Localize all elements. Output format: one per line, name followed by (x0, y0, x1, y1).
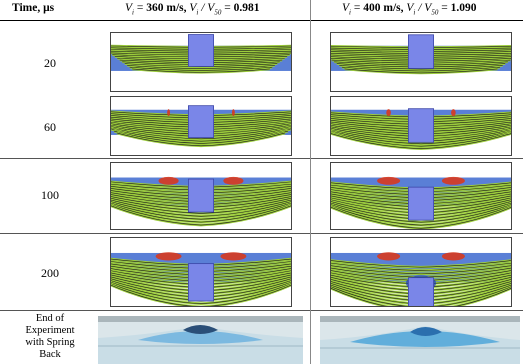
column-divider (310, 0, 311, 364)
time-label-200: 200 (41, 266, 59, 280)
column-header-360: Vi = 360 m/s, Vi / V50 = 0.981 (125, 2, 260, 17)
column-header-400: Vi = 400 m/s, Vi / V50 = 1.090 (342, 2, 477, 17)
photo-400-spring-back (320, 316, 520, 364)
time-label-60: 60 (44, 120, 56, 134)
photo-360-spring-back (98, 316, 303, 364)
sim-360-t60 (110, 96, 292, 156)
header-rule (0, 20, 523, 21)
sim-360-t200 (110, 237, 292, 307)
row-rule-2 (0, 233, 523, 234)
sim-400-t100 (330, 162, 512, 230)
row-rule-1 (0, 158, 523, 159)
sim-400-t20 (330, 32, 512, 92)
time-label-20: 20 (44, 56, 56, 70)
sim-360-t20 (110, 32, 292, 92)
row-rule-3 (0, 310, 523, 311)
time-label-100: 100 (41, 188, 59, 202)
time-column-header: Time, μs (12, 2, 55, 14)
sim-360-t100 (110, 162, 292, 230)
sim-400-t60 (330, 96, 512, 156)
end-of-experiment-label: End of Experiment with Spring Back (25, 313, 75, 360)
sim-400-t200 (330, 237, 512, 307)
